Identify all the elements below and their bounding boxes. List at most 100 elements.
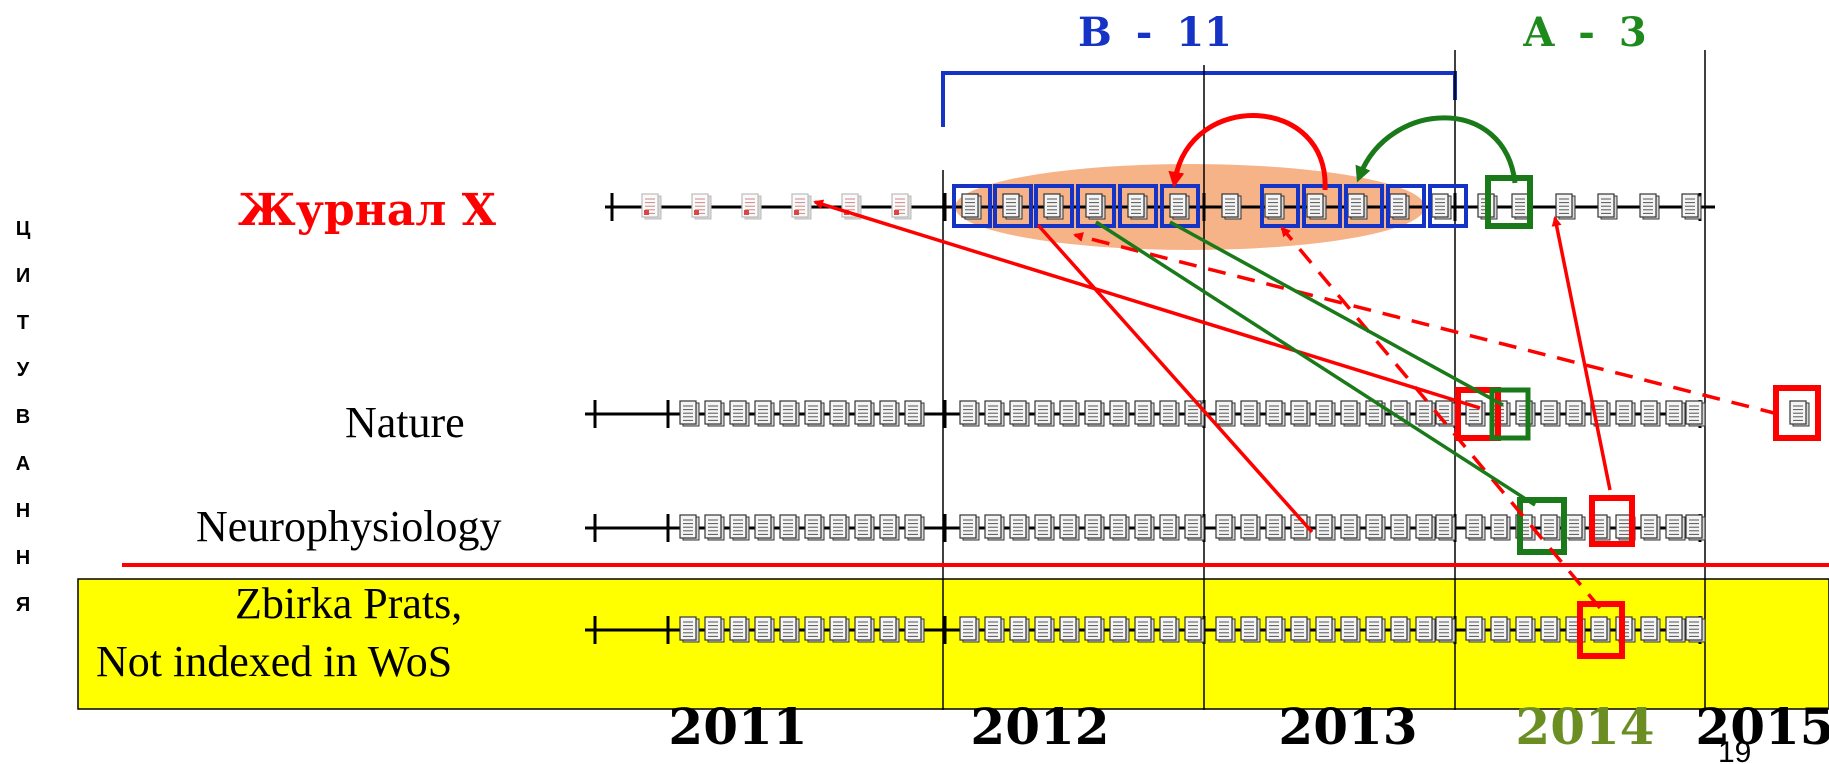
document-icon xyxy=(1315,400,1336,427)
a-label-group: A - 3 xyxy=(1522,9,1646,56)
document-icon xyxy=(1109,400,1130,427)
document-icon xyxy=(1365,616,1386,643)
document-icon xyxy=(741,193,762,220)
document-icon xyxy=(754,400,775,427)
document-icon xyxy=(1415,616,1436,643)
document-icon xyxy=(829,514,850,541)
document-icon xyxy=(984,400,1005,427)
year-labels: 2011 2012 2013 2014 2015 xyxy=(668,697,1829,756)
document-icon xyxy=(804,400,825,427)
document-icon xyxy=(1540,400,1561,427)
document-icon xyxy=(679,514,700,541)
document-icon xyxy=(1009,616,1030,643)
side-letter: Н xyxy=(15,500,31,522)
document-icon xyxy=(1315,616,1336,643)
side-letter: А xyxy=(15,453,31,475)
document-icon xyxy=(1490,514,1511,541)
document-icon xyxy=(854,514,875,541)
not-indexed-band xyxy=(77,578,1829,710)
document-icon xyxy=(779,400,800,427)
document-icon xyxy=(1540,616,1561,643)
document-icon xyxy=(1665,616,1686,643)
document-icon xyxy=(1640,616,1661,643)
document-icon xyxy=(1264,193,1285,220)
journal-nature-label: Nature xyxy=(345,398,465,447)
document-icon xyxy=(1435,514,1456,541)
document-icon xyxy=(1240,400,1261,427)
document-icon xyxy=(1315,514,1336,541)
document-icon xyxy=(1555,193,1576,220)
document-icon xyxy=(829,400,850,427)
document-icon xyxy=(904,514,925,541)
b-paper-box xyxy=(1386,184,1426,228)
document-icon xyxy=(854,400,875,427)
side-letter: Ц xyxy=(15,218,31,240)
document-icon xyxy=(1590,400,1611,427)
document-icon xyxy=(1109,514,1130,541)
a-dash: - xyxy=(1578,9,1595,56)
arrow-zbirka-to-x2013 xyxy=(1280,226,1602,610)
document-icon xyxy=(1306,193,1327,220)
document-icon xyxy=(879,616,900,643)
document-icon xyxy=(1390,616,1411,643)
document-icon xyxy=(829,616,850,643)
document-icon xyxy=(1002,193,1023,220)
document-icon xyxy=(1465,616,1486,643)
document-icon xyxy=(879,400,900,427)
document-icon xyxy=(1265,616,1286,643)
b-dash: - xyxy=(1136,9,1153,56)
document-icon xyxy=(1169,193,1190,220)
document-icon xyxy=(641,193,662,220)
document-icon xyxy=(704,616,725,643)
document-icon xyxy=(1134,400,1155,427)
document-icon xyxy=(1597,193,1618,220)
side-letter: В xyxy=(15,406,31,428)
year-2015: 2015 xyxy=(1695,697,1829,756)
document-icon xyxy=(1034,514,1055,541)
citing-paper-box xyxy=(1517,497,1567,555)
document-icon xyxy=(1640,400,1661,427)
document-icon xyxy=(1240,514,1261,541)
document-icon xyxy=(1084,616,1105,643)
side-letter: Я xyxy=(15,594,31,616)
document-icon xyxy=(754,514,775,541)
red-curved-arrow xyxy=(1168,113,1328,191)
document-icon xyxy=(1059,400,1080,427)
document-icon xyxy=(729,400,750,427)
a-paper-box xyxy=(1485,175,1533,229)
document-icon xyxy=(1540,514,1561,541)
citation-arrows xyxy=(813,113,1779,610)
document-icon xyxy=(1221,193,1242,220)
document-icon xyxy=(1084,514,1105,541)
document-icon xyxy=(959,616,980,643)
document-icon xyxy=(1665,514,1686,541)
document-icon xyxy=(1290,616,1311,643)
document-icon xyxy=(1685,616,1706,643)
document-icon xyxy=(1184,514,1205,541)
document-icon xyxy=(804,616,825,643)
document-icon xyxy=(729,514,750,541)
document-icon xyxy=(791,193,812,220)
document-icon xyxy=(1127,193,1148,220)
document-icon xyxy=(1059,616,1080,643)
document-icon xyxy=(1347,193,1368,220)
journal-x-label: Журнал X xyxy=(238,185,496,236)
page-number: 19 xyxy=(1718,736,1751,764)
document-icon xyxy=(804,514,825,541)
document-icon xyxy=(1265,514,1286,541)
document-icon xyxy=(779,514,800,541)
document-icon xyxy=(891,193,912,220)
document-icon xyxy=(1340,400,1361,427)
side-letter: Т xyxy=(16,312,30,334)
a-count: 3 xyxy=(1619,9,1647,56)
green-curved-arrow xyxy=(1355,115,1518,184)
journal-zbirka-label-line2: Not indexed in WoS xyxy=(96,637,453,686)
b-paper-box xyxy=(952,184,992,228)
b-paper-box xyxy=(1034,184,1074,228)
document-icon xyxy=(1290,400,1311,427)
paper-icons xyxy=(641,193,1810,643)
year-2013: 2013 xyxy=(1278,697,1417,756)
document-icon xyxy=(984,514,1005,541)
arrow-nature2015-to-x2012 xyxy=(1073,232,1779,416)
